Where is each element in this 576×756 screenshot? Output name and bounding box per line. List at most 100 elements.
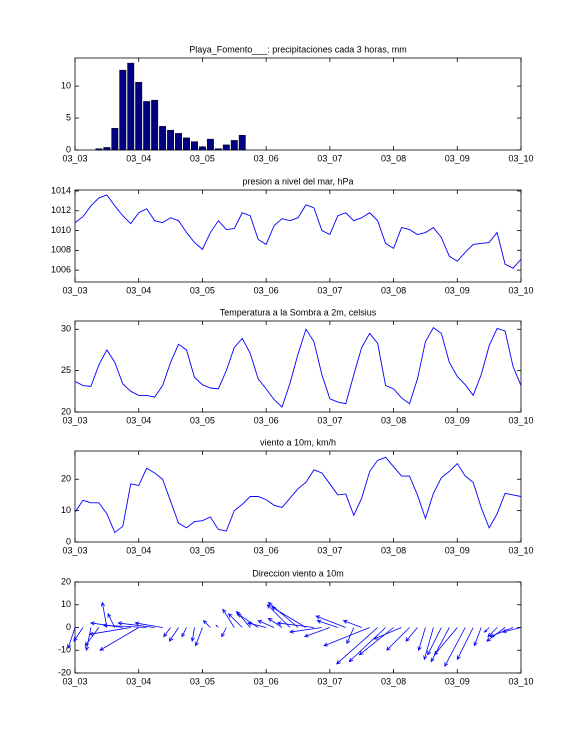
x-tick-label: 03_03 bbox=[62, 153, 87, 163]
wind-arrow bbox=[373, 627, 402, 640]
y-tick-label: 0 bbox=[66, 622, 71, 632]
wind-arrow bbox=[84, 627, 100, 647]
x-tick-label: 03_09 bbox=[445, 545, 470, 555]
x-tick-label: 03_09 bbox=[445, 285, 470, 295]
bar bbox=[135, 82, 143, 151]
x-tick-label: 03_08 bbox=[381, 676, 406, 686]
y-tick-label: 20 bbox=[61, 474, 71, 484]
y-tick-label: 0 bbox=[66, 536, 71, 546]
y-tick-label: 10 bbox=[61, 599, 71, 609]
x-tick-label: 03_04 bbox=[126, 676, 151, 686]
y-tick-label: 20 bbox=[61, 406, 71, 416]
wind-arrow bbox=[215, 624, 219, 628]
wind-arrow bbox=[430, 627, 450, 663]
y-tick-label: 1008 bbox=[51, 245, 71, 255]
y-tick-label: 5 bbox=[66, 112, 71, 122]
bar bbox=[119, 69, 127, 151]
wind-arrow bbox=[236, 613, 259, 628]
chart-title: Temperatura a la Sombra a 2m, celsius bbox=[220, 307, 377, 317]
x-tick-label: 03_04 bbox=[126, 153, 151, 163]
wind-arrow bbox=[117, 621, 155, 628]
x-tick-label: 03_05 bbox=[190, 545, 215, 555]
wind-arrow bbox=[323, 627, 370, 647]
wind-arrow bbox=[487, 627, 498, 638]
wind-arrow bbox=[181, 627, 187, 638]
wind-arrow bbox=[433, 627, 458, 656]
axes-box bbox=[74, 57, 522, 151]
chart-title: viento a 10m, km/h bbox=[260, 437, 336, 447]
x-tick-label: 03_07 bbox=[317, 676, 342, 686]
chart-title: presion a nivel del mar, hPa bbox=[242, 176, 353, 186]
wind-arrow bbox=[501, 627, 522, 634]
x-tick-label: 03_10 bbox=[508, 285, 533, 295]
wind-arrow bbox=[271, 606, 307, 628]
x-tick-label: 03_04 bbox=[126, 415, 151, 425]
wind-arrow bbox=[247, 621, 267, 628]
bar bbox=[143, 101, 151, 151]
wind-arrow bbox=[423, 627, 434, 661]
x-tick-label: 03_07 bbox=[317, 545, 342, 555]
wind-arrow bbox=[417, 627, 426, 652]
y-tick-label: 10 bbox=[61, 505, 71, 515]
x-tick-label: 03_06 bbox=[254, 153, 279, 163]
y-tick-label: -10 bbox=[58, 645, 71, 655]
wind-arrow bbox=[315, 615, 346, 628]
wind-arrow bbox=[267, 601, 299, 628]
bar bbox=[206, 138, 214, 151]
x-tick-label: 03_07 bbox=[317, 415, 342, 425]
wind-arrow bbox=[289, 627, 322, 634]
bar bbox=[198, 146, 206, 151]
wind-arrow bbox=[222, 608, 235, 628]
wind-arrow bbox=[303, 627, 330, 638]
y-tick-label: 1012 bbox=[51, 205, 71, 215]
x-tick-label: 03_05 bbox=[190, 285, 215, 295]
bar bbox=[151, 99, 159, 151]
x-tick-label: 03_10 bbox=[508, 153, 533, 163]
wind-arrow bbox=[358, 627, 394, 656]
axes-box bbox=[74, 450, 522, 543]
wind-arrow bbox=[107, 613, 116, 628]
x-tick-label: 03_08 bbox=[381, 285, 406, 295]
x-tick-label: 03_09 bbox=[445, 676, 470, 686]
y-tick-label: 30 bbox=[61, 324, 71, 334]
bar bbox=[103, 147, 111, 151]
wind-arrow bbox=[483, 627, 490, 633]
wind-arrow bbox=[489, 627, 514, 638]
bar bbox=[191, 141, 198, 151]
wind-arrow bbox=[276, 621, 314, 628]
wind-arrow bbox=[73, 627, 84, 642]
wind-arrow bbox=[456, 627, 474, 661]
x-tick-label: 03_04 bbox=[126, 285, 151, 295]
bar bbox=[95, 148, 103, 151]
x-tick-label: 03_08 bbox=[381, 153, 406, 163]
chart-title: Direccion viento a 10m bbox=[252, 568, 344, 578]
line bbox=[74, 194, 522, 269]
wind-arrow bbox=[102, 623, 147, 628]
bar bbox=[238, 135, 246, 151]
y-tick-label: -20 bbox=[58, 667, 71, 677]
y-tick-label: 1006 bbox=[51, 265, 71, 275]
y-tick-label: 25 bbox=[61, 365, 71, 375]
wind-arrow bbox=[168, 627, 179, 642]
wind-arrow bbox=[84, 627, 92, 652]
x-tick-label: 03_08 bbox=[381, 545, 406, 555]
wind-arrow bbox=[316, 619, 338, 628]
x-tick-label: 03_05 bbox=[190, 415, 215, 425]
line bbox=[74, 456, 522, 534]
wind-arrow bbox=[163, 627, 171, 638]
wind-arrow bbox=[257, 620, 275, 628]
wind-arrow bbox=[88, 627, 131, 636]
line bbox=[74, 326, 522, 408]
x-tick-label: 03_03 bbox=[62, 415, 87, 425]
chart-title: Playa_Fomento___: precipitaciones cada 3… bbox=[189, 44, 407, 54]
wind-arrow bbox=[100, 601, 108, 628]
wind-arrow bbox=[386, 627, 410, 651]
y-tick-label: 20 bbox=[61, 576, 71, 586]
wind-arrow bbox=[67, 627, 76, 649]
wind-arrow bbox=[99, 627, 139, 651]
bar bbox=[175, 133, 182, 151]
x-tick-label: 03_10 bbox=[508, 676, 533, 686]
x-tick-label: 03_03 bbox=[62, 285, 87, 295]
wind-arrow bbox=[336, 627, 378, 665]
x-tick-label: 03_07 bbox=[317, 153, 342, 163]
